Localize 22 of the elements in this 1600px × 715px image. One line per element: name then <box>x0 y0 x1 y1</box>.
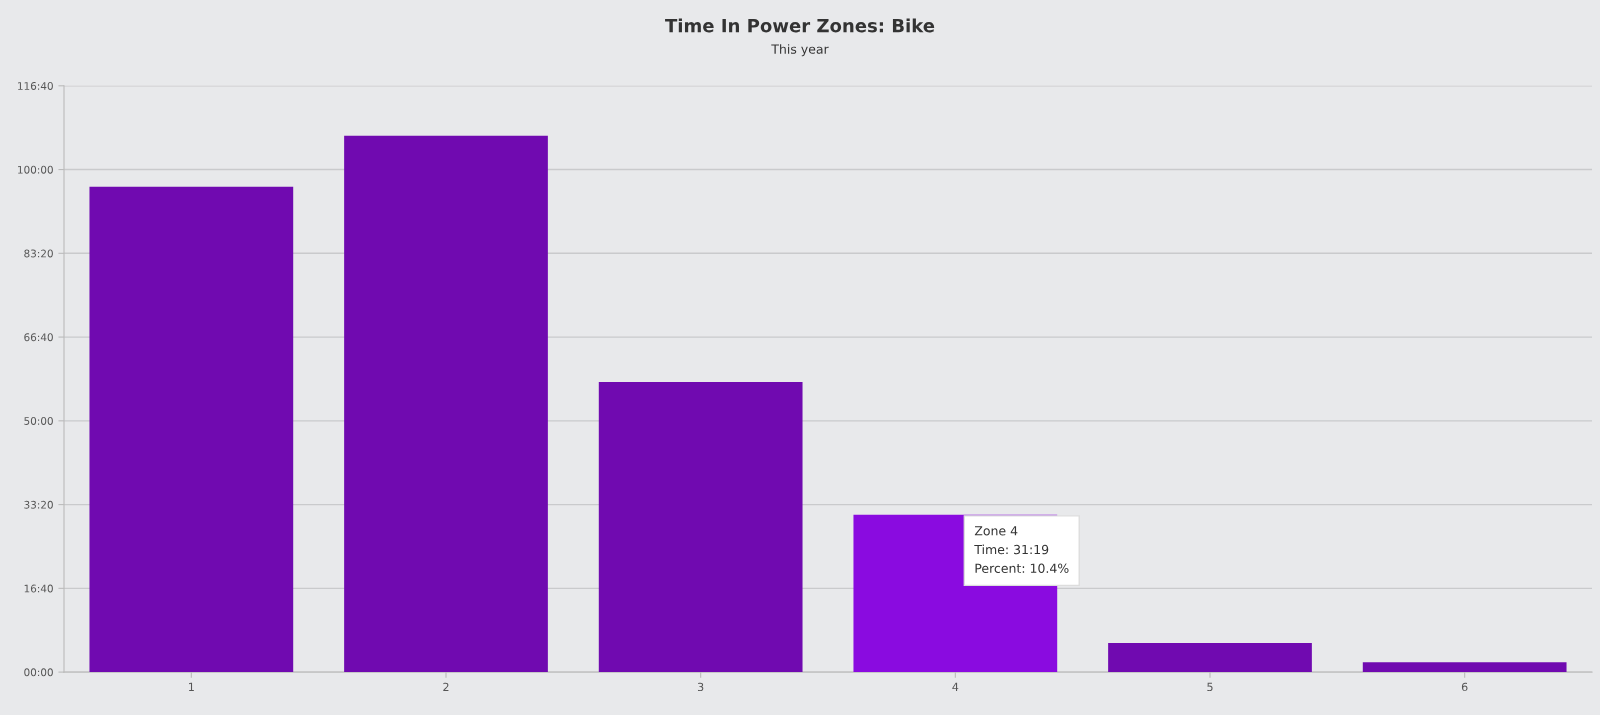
x-tick-label: 5 <box>1207 682 1213 692</box>
x-tick-label: 6 <box>1461 682 1468 692</box>
y-tick-label: 16:40 <box>24 584 53 593</box>
y-tick-label: 100:00 <box>18 165 53 174</box>
chart-title: Time In Power Zones: Bike <box>665 18 935 33</box>
y-tick-label: 66:40 <box>24 333 53 342</box>
y-tick-label: 83:20 <box>24 249 53 258</box>
x-tick-label: 2 <box>443 682 449 691</box>
bar <box>1108 643 1312 673</box>
x-tick-label: 1 <box>189 682 194 691</box>
bar <box>1362 662 1567 673</box>
x-tick-label: 4 <box>952 682 959 691</box>
bar <box>598 381 803 673</box>
y-tick-label: 33:20 <box>24 500 53 509</box>
annotation: Zone 4 Time: 31:19 Percent: 10.4% <box>974 526 1069 573</box>
bar <box>344 135 548 673</box>
y-tick-label: 00:00 <box>24 668 53 677</box>
x-tick-label: 3 <box>697 682 704 692</box>
y-tick-label: 116:40 <box>18 82 53 90</box>
bar <box>89 186 294 673</box>
y-tick-label: 50:00 <box>24 417 53 425</box>
chart-subtitle: This year <box>771 44 829 57</box>
